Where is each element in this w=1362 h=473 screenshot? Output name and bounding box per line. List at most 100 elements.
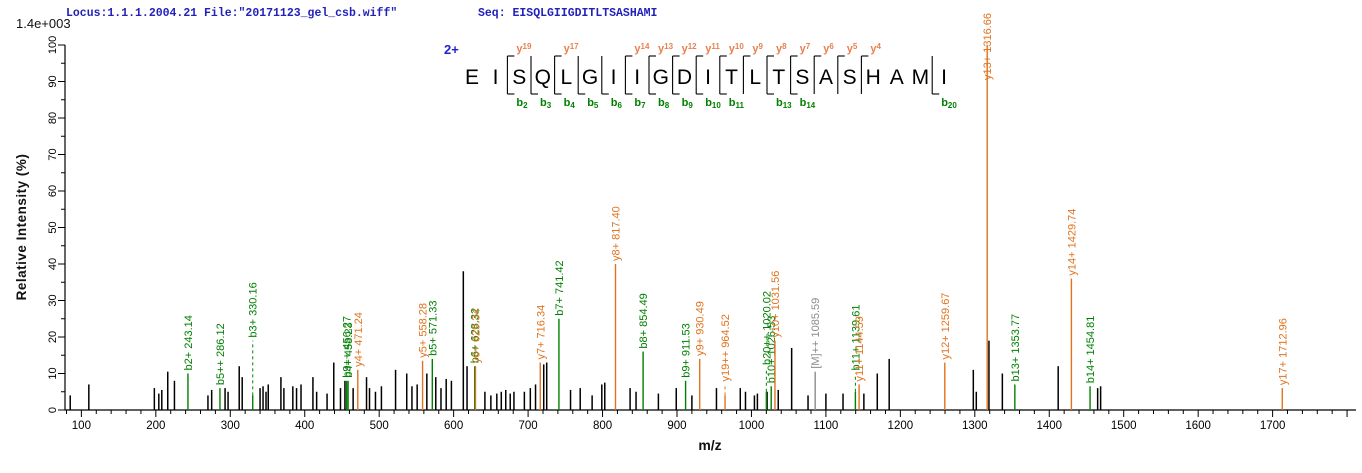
- y-ion-ladder-label: y12: [682, 42, 698, 55]
- y-ion-ladder-label: y5: [847, 42, 858, 55]
- fragment-peak-label: b2+ 243.14: [183, 315, 195, 370]
- fragment-peak-label: y8+ 817.40: [610, 206, 622, 261]
- x-axis-tick-label: 1100: [814, 420, 839, 432]
- x-axis-title: m/z: [698, 437, 722, 453]
- fragment-peak-label: b9++ 456.27: [342, 316, 354, 378]
- b-ion-ladder-label: b5: [587, 97, 599, 110]
- x-axis-tick-label: 100: [72, 420, 91, 432]
- peptide-residue: I: [705, 66, 711, 89]
- x-axis-tick-label: 1700: [1260, 420, 1286, 432]
- y-ion-ladder-label: y8: [776, 42, 787, 55]
- peptide-residue: M: [912, 66, 930, 89]
- x-axis-tick-label: 600: [444, 420, 463, 432]
- fragment-peak-label: y6+ 629.34: [470, 308, 482, 363]
- sequence-header-text: Seq: EISQLGIIGDITLTSASHAMI: [478, 7, 658, 20]
- y-ion-ladder-label: y9: [752, 42, 763, 55]
- fragment-peak-label: b6+ 628.32: [470, 308, 482, 363]
- y-axis-tick-label: 60: [47, 185, 59, 197]
- x-axis-tick-label: 1000: [739, 420, 765, 432]
- y-ion-ladder-label: y19: [516, 42, 532, 55]
- fragment-peak-label: y10+ 1031.56: [770, 271, 782, 338]
- fragment-peak-label: y14+ 1429.74: [1066, 209, 1078, 276]
- peptide-residue: I: [611, 66, 617, 89]
- b-ion-ladder-label: b6: [611, 97, 623, 110]
- peptide-residue: H: [866, 66, 881, 89]
- b-ion-ladder-label: b7: [634, 97, 646, 110]
- peptide-residue: T: [772, 66, 785, 89]
- y-axis-tick-label: 100: [47, 36, 59, 54]
- fragment-peak-label: y5+ 558.28: [418, 303, 430, 358]
- x-axis-tick-label: 1300: [962, 420, 988, 432]
- fragment-peak-label: y11+ 1144.59: [854, 316, 866, 381]
- peptide-residue: G: [653, 66, 669, 89]
- peptide-residue: I: [941, 66, 947, 89]
- peptide-residue: S: [795, 66, 809, 89]
- x-axis-tick-label: 1500: [1111, 420, 1137, 432]
- peptide-residue: T: [725, 66, 738, 89]
- b-ion-ladder-label: b10: [705, 97, 721, 110]
- peptide-residue: D: [677, 66, 692, 89]
- x-axis-tick-label: 1400: [1036, 420, 1062, 432]
- peptide-residue: I: [634, 66, 640, 89]
- intensity-scale-label: 1.4e+003: [16, 16, 71, 31]
- y-ion-ladder-label: y14: [634, 42, 650, 55]
- fragment-peak-label: b3+ 330.16: [248, 282, 260, 337]
- peptide-residue: S: [843, 66, 857, 89]
- y-axis-tick-label: 80: [47, 112, 59, 124]
- fragment-peak-label: b11+ 1139.61: [850, 305, 862, 371]
- peptide-residue: S: [512, 66, 526, 89]
- y-ion-ladder-label: y6: [823, 42, 834, 55]
- b-ion-ladder-label: b14: [800, 97, 816, 110]
- fragment-peak-label: b5++ 286.12: [215, 323, 227, 385]
- y-ion-ladder-label: y17: [564, 42, 580, 55]
- y-axis-tick-label: 90: [47, 75, 59, 87]
- b-ion-ladder-label: b13: [776, 97, 792, 110]
- peptide-residue: A: [890, 66, 904, 89]
- fragment-peak-label: b8+ 854.49: [638, 293, 650, 348]
- peptide-residue: Q: [535, 66, 551, 89]
- b-ion-ladder-label: b20: [941, 97, 957, 110]
- y-ion-ladder-label: y7: [800, 42, 811, 55]
- x-axis-tick-label: 200: [146, 420, 165, 432]
- b-ion-ladder-label: b3: [540, 97, 552, 110]
- locus-file-text: Locus:1.1.1.2004.21 File:"20171123_gel_c…: [66, 7, 398, 20]
- y-axis-tick-label: 40: [47, 258, 59, 270]
- fragment-peak-label: y4+ 471.24: [353, 312, 365, 367]
- peptide-residue: L: [749, 66, 761, 89]
- b-ion-ladder-label: b9: [682, 97, 694, 110]
- x-axis-tick-label: 300: [221, 420, 240, 432]
- x-axis-tick-label: 700: [518, 420, 537, 432]
- fragment-peak-label: y12+ 1259.67: [940, 293, 952, 360]
- fragment-peak-label: y19++ 964.52: [720, 314, 732, 381]
- fragment-peak-label: y7+ 716.34: [535, 305, 547, 360]
- fragment-peak-label: b20++ 1020.02: [761, 291, 773, 365]
- b-ion-ladder-label: b4: [564, 97, 576, 110]
- x-axis-tick-label: 400: [295, 420, 314, 432]
- peptide-residue: L: [561, 66, 573, 89]
- fragment-peak-label: b14+ 1454.81: [1085, 316, 1097, 384]
- fragment-peak-label: y9+ 930.49: [695, 301, 707, 356]
- peptide-residue: A: [819, 66, 833, 89]
- peptide-residue: I: [493, 66, 499, 89]
- fragment-peak-label: y17+ 1712.96: [1277, 318, 1289, 385]
- y-ion-ladder-label: y10: [729, 42, 745, 55]
- y-axis-tick-label: 10: [47, 367, 59, 379]
- y-axis-tick-label: 30: [47, 294, 59, 306]
- fragment-peak-label: b4+ 458.23: [343, 322, 355, 377]
- fragment-peak-label: b5+ 571.33: [427, 301, 439, 356]
- peptide-residue: G: [582, 66, 598, 89]
- fragment-peak-label: b13+ 1353.77: [1010, 314, 1022, 382]
- y-ion-ladder-label: y13: [658, 42, 674, 55]
- b-ion-ladder-label: b11: [729, 97, 745, 110]
- y-axis-tick-label: 20: [47, 331, 59, 343]
- fragment-peak-label: b9+ 911.53: [681, 323, 693, 378]
- x-axis-tick-label: 500: [370, 420, 389, 432]
- x-axis-tick-label: 1200: [888, 420, 914, 432]
- b-ion-ladder-label: b8: [658, 97, 670, 110]
- x-axis-tick-label: 800: [593, 420, 612, 432]
- fragment-peak-label: [M]++ 1085.59: [810, 298, 822, 369]
- fragment-peak-label: b7+ 741.42: [554, 260, 566, 315]
- y-axis-tick-label: 70: [47, 148, 59, 160]
